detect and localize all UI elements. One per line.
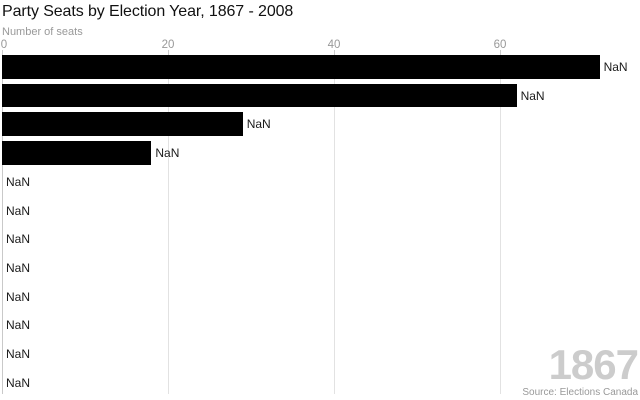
bar-value-label: NaN	[6, 318, 31, 333]
bar-row: NaN	[0, 83, 640, 108]
bar-value-label: NaN	[6, 260, 31, 275]
bar-row: NaN	[0, 371, 640, 395]
bar-row: NaN	[0, 285, 640, 309]
bar-value-label: NaN	[155, 146, 180, 161]
bar-row: NaN	[0, 313, 640, 337]
bar	[2, 83, 517, 108]
bar-value-label: NaN	[6, 347, 31, 361]
bar-row: NaN	[0, 227, 640, 251]
x-tick-mark	[168, 50, 169, 55]
x-tick-mark	[334, 50, 335, 55]
bar-value-label: NaN	[6, 375, 31, 390]
x-tick-label: 20	[161, 39, 175, 51]
plot-area: NaN NaN NaN NaN NaN NaN NaN NaN NaN NaN NaN NaN	[0, 50, 640, 395]
bar-value-label: NaN	[6, 232, 31, 247]
gridline	[500, 52, 501, 394]
year-watermark: 1867	[548, 341, 639, 389]
bar-row: NaN	[0, 199, 640, 223]
bar-row: NaN	[0, 170, 640, 194]
gridline	[334, 52, 335, 394]
bar-value-label: NaN	[6, 174, 31, 189]
x-tick-label: 40	[327, 39, 341, 51]
x-tick-mark	[2, 50, 3, 55]
x-axis: 0 20 40 60	[0, 39, 640, 52]
bar-row: NaN	[0, 256, 640, 280]
bar-row: NaN	[0, 112, 640, 136]
source-caption: Source: Elections Canada	[522, 387, 638, 398]
bar-value-label: NaN	[246, 117, 271, 132]
bar-row: NaN	[0, 55, 640, 79]
bar-value-label: NaN	[6, 289, 31, 304]
x-axis-label: Number of seats	[2, 26, 83, 38]
x-tick-label: 0	[0, 39, 8, 51]
chart-footer: 1867 Source: Elections Canada	[522, 341, 639, 398]
x-tick-mark	[500, 50, 501, 55]
bar	[2, 112, 243, 136]
chart-title: Party Seats by Election Year, 1867 - 200…	[2, 3, 294, 20]
bar-row: NaN	[0, 342, 640, 366]
y-axis-line	[2, 52, 3, 394]
bar-value-label: NaN	[520, 88, 545, 103]
bar	[2, 55, 600, 79]
x-tick-label: 60	[493, 39, 507, 51]
bar-row: NaN	[0, 141, 640, 165]
bar-value-label: NaN	[6, 203, 31, 218]
bar-value-label: NaN	[603, 60, 628, 74]
gridline	[168, 52, 169, 394]
bar	[2, 141, 152, 165]
